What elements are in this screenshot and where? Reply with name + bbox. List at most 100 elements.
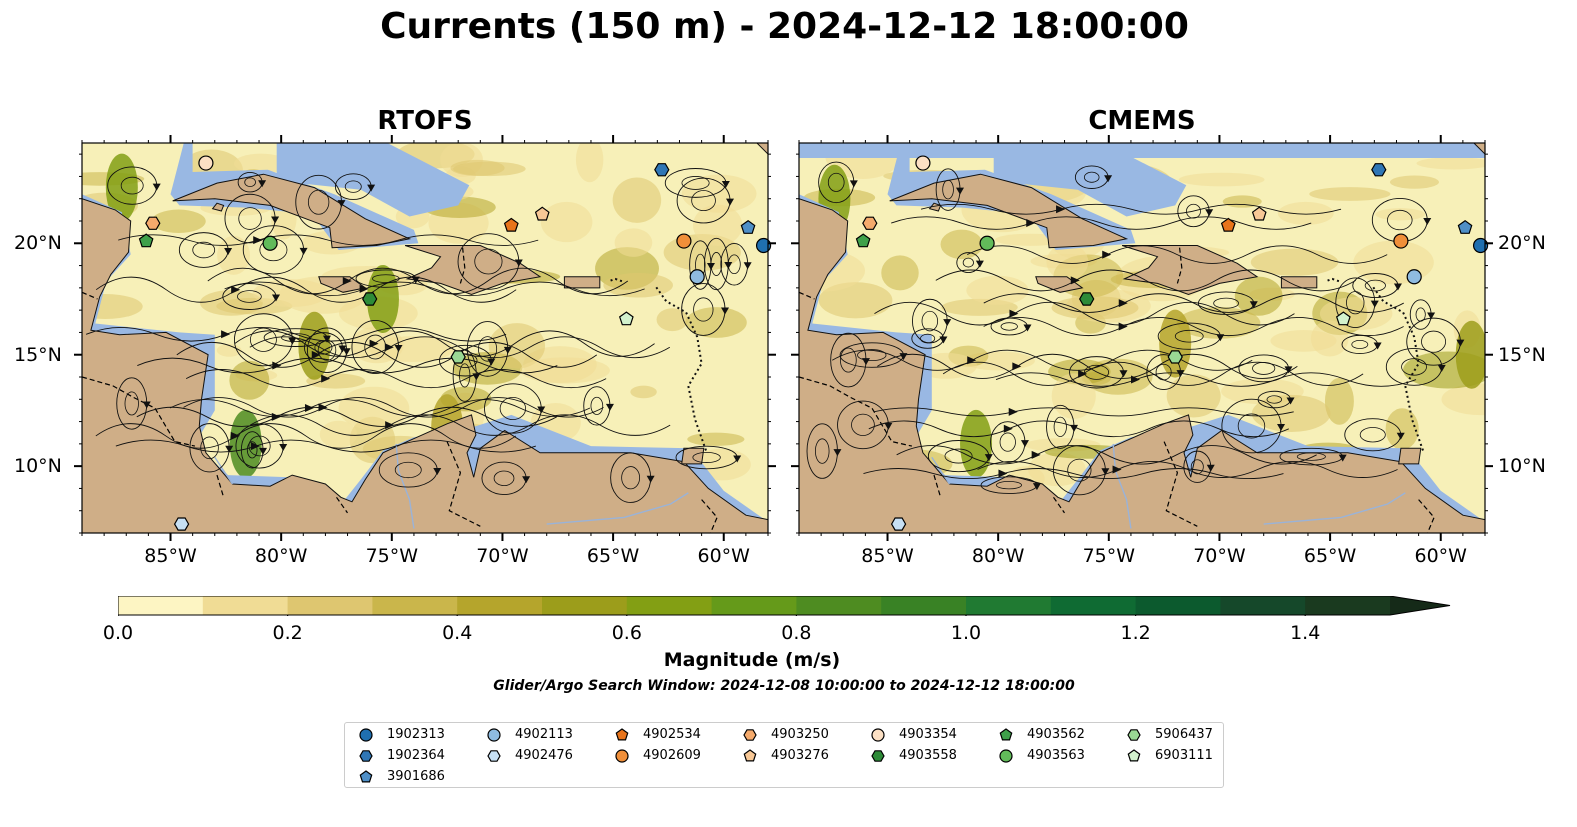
float-marker-5906437: [450, 350, 466, 364]
land: [756, 143, 768, 155]
legend-marker-circle-icon: [615, 749, 629, 763]
streamline: [995, 372, 1417, 387]
country-border: [1053, 496, 1065, 514]
lon-tick-label: 75°W: [365, 545, 419, 567]
land: [889, 173, 1129, 249]
lon-tick-label: 60°W: [1414, 545, 1467, 567]
legend-label: 4903558: [899, 748, 957, 763]
streamline: [874, 302, 1295, 326]
speed-patch: [1250, 248, 1339, 276]
flow-arrow: [1009, 309, 1019, 318]
streamline: [176, 342, 598, 368]
streamline: [118, 234, 539, 246]
flow-arrow: [725, 198, 734, 206]
speed-patch: [229, 360, 270, 400]
streamline: [891, 216, 1312, 230]
flow-arrow: [142, 401, 151, 409]
float-marker-4903354: [198, 155, 214, 171]
legend-label: 6903111: [1155, 748, 1213, 763]
float-marker-4902476: [890, 517, 907, 531]
float-marker-4903250: [145, 216, 161, 230]
land: [1035, 276, 1084, 293]
colorbar-segment: [287, 596, 373, 615]
flow-arrow: [884, 422, 893, 430]
lat-tick-label: 20°N: [14, 232, 62, 255]
flow-arrow: [861, 358, 870, 366]
float-marker-4902113: [1406, 269, 1422, 285]
streamline-eddy: [691, 190, 716, 212]
speed-patch: [687, 432, 745, 446]
flow-arrow: [1249, 301, 1258, 309]
flow-arrow: [250, 442, 260, 451]
colorbar-tick-label: 1.0: [950, 622, 982, 644]
country-border: [82, 291, 98, 300]
land: [1280, 276, 1318, 289]
speed-patch: [1177, 306, 1261, 339]
streamline-eddy: [246, 441, 258, 459]
streamline-eddy: [692, 451, 721, 463]
flow-arrow: [1427, 312, 1436, 320]
land: [681, 447, 705, 465]
colorbar-segment: [118, 596, 204, 615]
streamline-eddy: [814, 438, 830, 464]
flow-arrow: [225, 445, 234, 453]
streamline: [95, 276, 517, 303]
flow-arrow: [1056, 205, 1066, 214]
country-border: [701, 499, 718, 533]
streamline: [234, 330, 655, 357]
streamline: [877, 353, 1298, 379]
streamline: [967, 245, 1388, 264]
flow-arrow: [311, 350, 321, 359]
map-frame: [798, 142, 1486, 534]
flow-arrow: [514, 259, 523, 267]
legend-label: 4903563: [1027, 748, 1085, 763]
legend-label: 4903562: [1027, 727, 1085, 742]
streamline: [249, 414, 671, 436]
shelf-water: [276, 143, 470, 217]
speed-patch: [692, 204, 743, 247]
flow-arrow: [939, 336, 948, 344]
legend-marker-circle-icon: [487, 728, 501, 742]
streamline: [224, 281, 645, 297]
speed-patch: [1389, 175, 1439, 189]
streamline: [983, 317, 1404, 336]
streamline: [863, 468, 1284, 479]
speed-patch: [614, 228, 653, 257]
streamline-eddy: [493, 470, 515, 486]
streamline: [868, 420, 1289, 438]
streamline-eddy: [1296, 452, 1326, 461]
legend-marker: [359, 770, 373, 783]
country-border: [216, 474, 225, 498]
flow-arrow: [849, 180, 858, 188]
flow-arrow: [537, 406, 546, 414]
legend-marker: [615, 749, 629, 763]
strong-current: [298, 311, 331, 380]
flow-arrow: [522, 476, 531, 484]
land: [211, 202, 225, 212]
flow-arrow: [337, 200, 346, 208]
streamline-eddy: [590, 396, 604, 415]
colorbar-outline: [118, 596, 1451, 616]
speed-patch: [453, 161, 526, 177]
flow-arrow: [271, 412, 281, 421]
flow-arrow: [943, 319, 952, 327]
float-marker-3901686: [740, 219, 756, 234]
speed-patch: [82, 294, 143, 319]
flow-arrow: [955, 187, 964, 195]
island-chain: [1371, 285, 1424, 451]
speed-patch: [603, 272, 673, 298]
streamline: [95, 423, 517, 449]
speed-patch: [252, 279, 329, 308]
flow-arrow: [503, 346, 512, 354]
panel-title-cmems: CMEMS: [1088, 106, 1196, 136]
streamline: [873, 407, 1294, 417]
streamline-eddy: [237, 290, 262, 303]
colorbar-segment: [966, 596, 1052, 615]
flow-arrow: [1101, 468, 1110, 476]
streamline-eddy: [693, 297, 714, 322]
legend-marker-pentagon-icon: [615, 728, 629, 741]
flow-arrow: [1112, 465, 1122, 474]
streamline: [942, 361, 1364, 386]
flow-arrow: [1118, 322, 1128, 331]
flow-arrow: [998, 469, 1008, 478]
